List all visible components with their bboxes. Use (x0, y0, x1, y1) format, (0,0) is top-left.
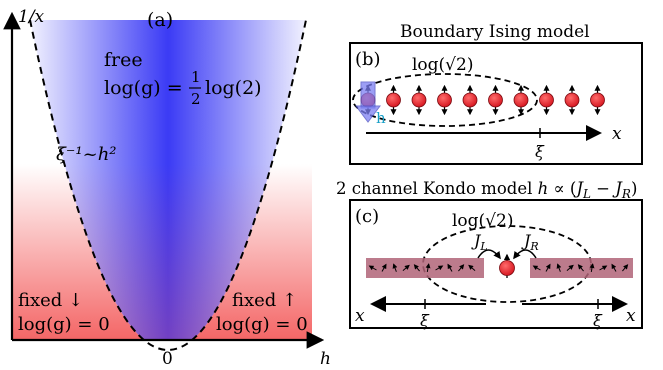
fixed-down-label: fixed ↓ (18, 290, 83, 311)
left-coupling-label: JL (471, 231, 488, 253)
free-formula: log(g) = 1 2 log(2) (104, 68, 262, 108)
boundary-field-arrow (355, 81, 381, 123)
ising-spin (386, 84, 401, 116)
lead-spin (458, 264, 465, 272)
lead-spin (622, 264, 629, 272)
lead-spin (566, 264, 574, 271)
lead-spin (368, 265, 377, 271)
y-axis-label: 1/x (18, 7, 45, 27)
panel-b-title: Boundary Ising model (400, 22, 590, 42)
ising-spin (564, 84, 580, 116)
panel-c-title: 2 channel Kondo model h ∝ (JL − JR) (336, 179, 637, 201)
fixed-up-label: fixed ↑ (232, 290, 297, 311)
lead-spin (589, 263, 595, 273)
panel-c: 2 channel Kondo model h ∝ (JL − JR) (c) … (336, 179, 643, 330)
ising-spin (539, 84, 554, 116)
lead-spin (425, 263, 431, 273)
right-coupling-arrow (513, 249, 537, 260)
free-formula-den: 2 (191, 90, 201, 108)
right-length-label: ξ (593, 311, 603, 330)
lead-spin (413, 264, 420, 272)
fixed-down-formula: log(g) = 0 (18, 314, 110, 335)
crossover-curve (29, 19, 307, 351)
free-formula-rhs: log(2) (205, 77, 262, 99)
lead-spin (599, 265, 608, 271)
panel-a-label: (a) (147, 9, 173, 31)
panel-c-label: (c) (355, 206, 379, 227)
left-length-label: ξ (420, 311, 430, 330)
right-x-label: x (626, 306, 636, 326)
lead-spin (532, 265, 541, 271)
free-formula-lhs: log(g) = (104, 77, 183, 99)
ising-spin (590, 84, 605, 116)
lead-spin (402, 264, 410, 271)
curve-label: ξ⁻¹~h² (56, 144, 117, 165)
lead-spin (611, 263, 617, 272)
panel-b: Boundary Ising model (b) log(√2) h x ξ (349, 22, 643, 165)
ising-spin (513, 84, 529, 116)
free-label: free (104, 49, 143, 71)
panel-a: 1/x (a) h 0 free log(g) = 1 2 log(2) ξ⁻¹… (3, 7, 331, 369)
left-x-label: x (355, 306, 365, 326)
lead-spin (447, 263, 453, 272)
free-formula-num: 1 (191, 68, 201, 86)
left-lead (366, 258, 484, 278)
ising-spin (488, 84, 503, 116)
left-coupling-arrow (477, 249, 501, 260)
ising-spin (462, 84, 478, 116)
panel-b-ellipse-label: log(√2) (412, 55, 473, 75)
x-axis-label: h (320, 349, 331, 369)
panel-b-x-label: x (612, 124, 622, 144)
origin-label: 0 (162, 349, 173, 369)
fixed-up-formula: log(g) = 0 (216, 314, 308, 335)
lead-spin (468, 264, 476, 271)
panel-c-ellipse-label: log(√2) (452, 211, 513, 231)
right-coupling-label: JR (521, 231, 539, 253)
ising-spin (411, 84, 427, 116)
boundary-region-ellipse (352, 73, 538, 127)
lead-spin (435, 265, 444, 271)
lead-spin (577, 264, 584, 272)
left-lead-spins (368, 263, 476, 273)
lead-spin (392, 263, 398, 272)
lead-spin (556, 263, 562, 272)
panel-b-length-label: ξ (535, 142, 545, 161)
panel-b-label: (b) (355, 49, 381, 70)
lead-spin (545, 263, 551, 272)
lead-spin (381, 263, 387, 272)
field-label: h (376, 109, 386, 127)
right-lead-spins (532, 263, 629, 273)
ising-spin (437, 84, 452, 116)
impurity-spin (499, 253, 515, 278)
